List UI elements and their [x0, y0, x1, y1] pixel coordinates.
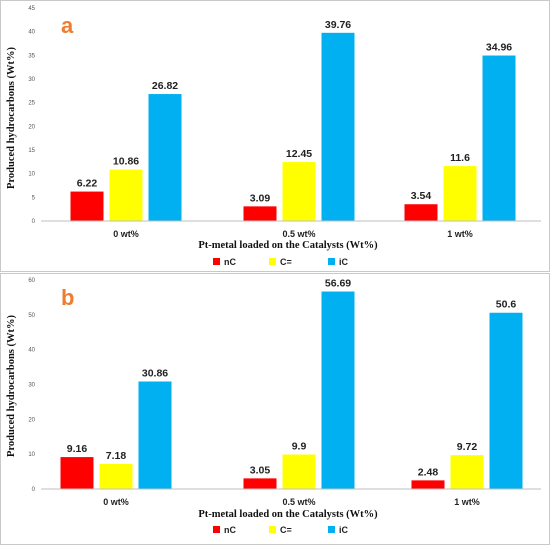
legend-swatch-nC — [213, 258, 220, 265]
y-tick-label: 60 — [28, 278, 35, 284]
bar-iC-1 — [321, 291, 355, 489]
data-label: 30.86 — [142, 368, 168, 380]
bar-nC-2 — [411, 480, 445, 489]
category-label: 0 wt% — [103, 497, 129, 507]
y-tick-label: 20 — [28, 417, 35, 423]
x-axis-title-b: Pt-metal loaded on the Catalysts (Wt%) — [198, 509, 378, 520]
bar-iC-1 — [321, 32, 355, 221]
data-label: 11.6 — [450, 152, 470, 164]
legend-swatch-nC — [213, 526, 220, 533]
legend-label: nC — [224, 257, 236, 267]
data-label: 2.48 — [418, 466, 439, 478]
bar-nC-2 — [404, 204, 438, 221]
y-tick-label: 20 — [28, 124, 35, 130]
bar-C=-0 — [99, 463, 133, 489]
bar-C=-1 — [282, 162, 316, 221]
legend-swatch-iC — [328, 258, 335, 265]
data-label: 12.45 — [286, 148, 312, 160]
chart-panel-a: a 0 5 10 15 20 25 30 35 40 45 6.22 10.86 26.82 3.09 1… — [0, 0, 550, 272]
data-label: 6.22 — [77, 178, 98, 190]
category-label: 0.5 wt% — [282, 497, 315, 507]
bar-nC-1 — [243, 206, 277, 221]
legend-label: iC — [339, 525, 349, 535]
data-label: 7.18 — [106, 450, 127, 462]
y-tick-label: 45 — [28, 6, 35, 12]
legend-label: iC — [339, 257, 349, 267]
category-label: 0 wt% — [113, 229, 139, 239]
bar-iC-2 — [482, 55, 516, 221]
data-label: 50.6 — [496, 299, 517, 311]
y-tick-label: 25 — [28, 101, 35, 107]
legend-label: C= — [280, 525, 292, 535]
category-label: 1 wt% — [447, 229, 473, 239]
y-tick-label: 10 — [28, 452, 35, 458]
bar-iC-0 — [138, 381, 172, 489]
data-label: 9.9 — [292, 441, 307, 453]
data-label: 39.76 — [325, 19, 351, 31]
y-tick-label: 35 — [28, 53, 35, 59]
legend-swatch-C= — [269, 258, 276, 265]
data-label: 26.82 — [152, 80, 178, 92]
data-label: 10.86 — [113, 156, 139, 168]
bar-C=-1 — [282, 454, 316, 489]
panel-label-a: a — [61, 13, 74, 38]
bar-C=-0 — [109, 169, 143, 221]
y-tick-label: 30 — [28, 77, 35, 83]
category-label: 0.5 wt% — [282, 229, 315, 239]
data-label: 3.09 — [250, 192, 271, 204]
y-tick-label: 30 — [28, 383, 35, 389]
data-label: 34.96 — [486, 42, 512, 54]
category-label: 1 wt% — [454, 497, 480, 507]
data-label: 3.54 — [411, 190, 432, 202]
y-axis-title-b: Produced hydrocarbons (Wt%) — [6, 315, 17, 457]
y-tick-label: 50 — [28, 313, 35, 319]
data-label: 9.72 — [457, 441, 478, 453]
chart-panel-b: b 0 10 20 30 40 50 60 9.16 7.18 30.86 3.05 9.9 56.6… — [0, 273, 550, 545]
y-axis-title-a: Produced hydrocarbons (Wt%) — [6, 47, 17, 189]
bar-iC-0 — [148, 94, 182, 221]
data-label: 3.05 — [250, 464, 271, 476]
y-tick-label: 0 — [32, 219, 36, 225]
legend-label: nC — [224, 525, 236, 535]
y-tick-label: 10 — [28, 172, 35, 178]
y-tick-label: 15 — [28, 148, 35, 154]
panel-label-b: b — [61, 285, 74, 310]
legend-swatch-iC — [328, 526, 335, 533]
data-label: 56.69 — [325, 278, 351, 290]
bar-iC-2 — [489, 312, 523, 489]
bar-C=-2 — [450, 455, 484, 489]
bar-nC-0 — [70, 191, 104, 221]
y-tick-label: 0 — [32, 487, 36, 493]
y-tick-label: 5 — [32, 195, 36, 201]
x-axis-title-a: Pt-metal loaded on the Catalysts (Wt%) — [198, 240, 378, 251]
bar-C=-2 — [443, 166, 477, 221]
data-label: 9.16 — [67, 443, 88, 455]
chart-a-svg: a 0 5 10 15 20 25 30 35 40 45 6.22 10.86 26.82 3.09 1… — [6, 6, 541, 267]
bar-nC-1 — [243, 478, 277, 489]
legend-label: C= — [280, 257, 292, 267]
y-tick-label: 40 — [28, 30, 35, 36]
y-tick-label: 40 — [28, 348, 35, 354]
chart-b-svg: b 0 10 20 30 40 50 60 9.16 7.18 30.86 3.05 9.9 56.6… — [6, 278, 541, 535]
legend-swatch-C= — [269, 526, 276, 533]
bar-nC-0 — [60, 457, 94, 489]
